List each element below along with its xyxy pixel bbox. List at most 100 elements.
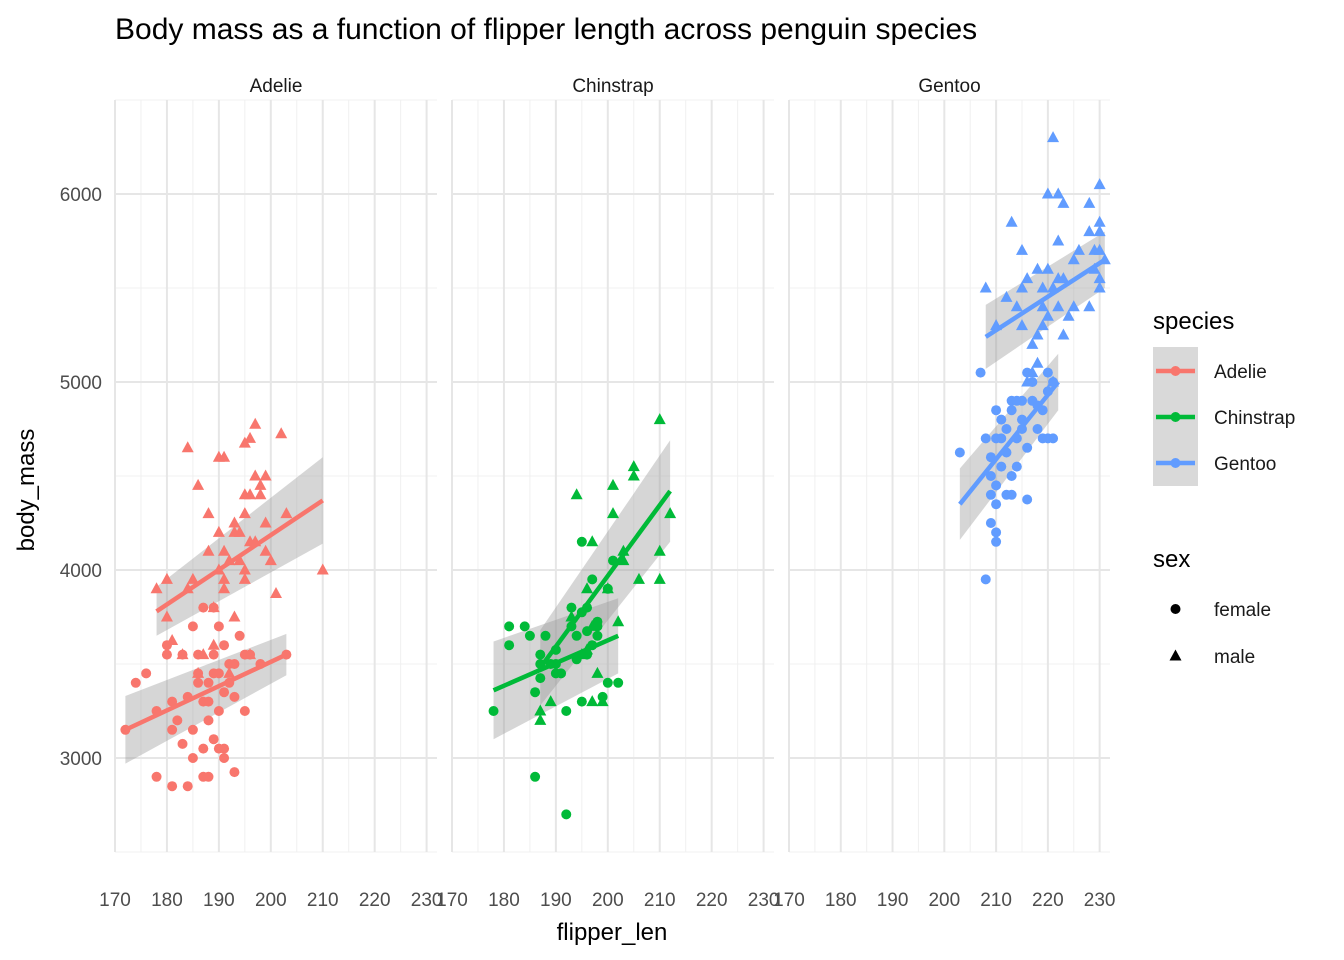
point-female — [151, 771, 162, 782]
point-male — [534, 704, 547, 716]
point-female — [991, 536, 1002, 547]
point-male — [1093, 281, 1106, 293]
point-male — [1021, 375, 1034, 387]
point-male — [218, 544, 231, 556]
point-female — [203, 715, 214, 726]
point-female — [980, 574, 991, 585]
point-male — [607, 507, 619, 519]
point-female — [1032, 424, 1043, 434]
y-tick-label: 5000 — [60, 373, 102, 394]
point-male — [275, 427, 288, 439]
point-female — [535, 673, 546, 684]
x-axis-title: flipper_len — [557, 919, 668, 946]
point-female — [985, 518, 996, 528]
point-female — [530, 687, 541, 698]
y-tick-label: 4000 — [60, 561, 102, 582]
x-tick-label: 190 — [203, 890, 235, 911]
point-female — [208, 649, 219, 660]
point-male — [1015, 281, 1028, 293]
point-female — [208, 734, 219, 745]
point-male — [223, 666, 236, 678]
fit-line-female — [958, 380, 1060, 506]
point-male — [653, 413, 666, 425]
point-female — [576, 536, 587, 547]
facet-label: Gentoo — [918, 76, 980, 97]
point-female — [161, 649, 172, 660]
panel-gentoo: Gentoo — [788, 76, 1111, 853]
point-male — [1041, 309, 1054, 321]
point-male — [249, 417, 262, 429]
facet-panels: Adelie Chinstrap Gentoo — [114, 76, 1111, 853]
point-male — [1036, 281, 1049, 293]
x-tick-label: 230 — [411, 890, 443, 911]
point-female — [213, 621, 224, 632]
point-female — [1022, 494, 1033, 505]
x-tick-label: 200 — [255, 890, 287, 911]
legend-label-sex: male — [1214, 647, 1255, 668]
point-male — [160, 610, 173, 622]
point-female — [1011, 461, 1022, 472]
point-female — [229, 691, 240, 702]
point-male — [264, 554, 277, 566]
point-male — [202, 507, 215, 519]
x-tick-label: 210 — [307, 890, 339, 911]
point-male — [1093, 243, 1106, 255]
point-female — [991, 405, 1002, 416]
point-male — [586, 535, 599, 547]
x-tick-label: 170 — [99, 890, 131, 911]
point-male — [612, 615, 625, 627]
panel-chinstrap: Chinstrap — [451, 76, 774, 853]
x-tick-label: 220 — [359, 890, 391, 911]
x-tick-label: 200 — [928, 890, 960, 911]
x-tick-label: 210 — [644, 890, 676, 911]
point-male — [259, 469, 272, 481]
point-female — [1022, 442, 1033, 453]
point-male — [1083, 300, 1096, 312]
legend-label-species: Adelie — [1214, 362, 1267, 383]
point-male — [1052, 187, 1065, 199]
point-female — [219, 743, 230, 754]
point-male — [1093, 215, 1106, 227]
point-female — [504, 621, 515, 632]
point-male — [581, 582, 594, 594]
point-male — [1093, 272, 1106, 284]
point-male — [544, 695, 557, 707]
point-female — [592, 616, 603, 627]
point-male — [207, 638, 220, 650]
point-female — [1048, 433, 1059, 444]
point-female — [198, 602, 209, 613]
fit-line-female — [124, 652, 288, 732]
point-male — [591, 666, 604, 678]
point-female — [587, 574, 598, 585]
point-male — [653, 572, 666, 584]
point-male — [1000, 290, 1013, 302]
point-male — [197, 648, 210, 660]
point-female — [996, 461, 1007, 472]
point-female — [996, 433, 1007, 444]
point-female — [985, 489, 996, 500]
point-female — [556, 668, 567, 679]
point-female — [182, 781, 193, 792]
point-male — [233, 554, 246, 566]
point-female — [991, 480, 1002, 491]
point-male — [1067, 253, 1080, 265]
point-female — [540, 630, 551, 641]
point-male — [1031, 328, 1044, 340]
point-female — [1016, 395, 1027, 406]
legend-key-point — [1170, 366, 1181, 376]
point-male — [212, 525, 225, 537]
point-female — [1006, 405, 1017, 416]
point-male — [244, 431, 257, 443]
facet-label: Chinstrap — [572, 76, 653, 97]
point-male — [316, 563, 329, 575]
legend-label-sex: female — [1214, 600, 1271, 621]
point-female — [535, 649, 546, 660]
point-male — [244, 648, 257, 660]
x-tick-label: 200 — [592, 890, 624, 911]
point-male — [1083, 225, 1096, 237]
point-male — [233, 525, 246, 537]
point-male — [1036, 300, 1049, 312]
point-male — [1052, 234, 1065, 246]
x-tick-label: 180 — [151, 890, 183, 911]
point-male — [627, 460, 640, 472]
